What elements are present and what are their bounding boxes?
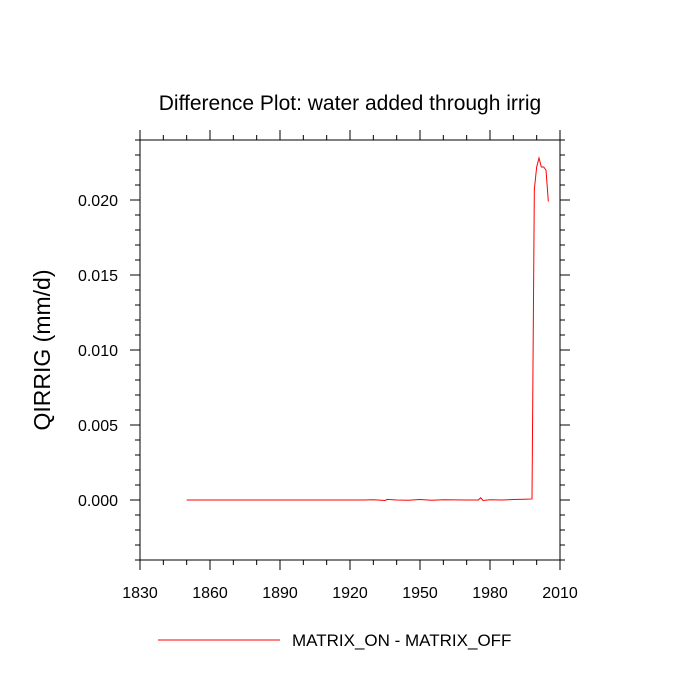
y-axis-label: QIRRIG (mm/d) (29, 270, 55, 431)
x-tick-label: 1890 (262, 585, 298, 602)
data-series (186, 156, 549, 501)
plot-frame (139, 139, 561, 561)
legend-label: MATRIX_ON - MATRIX_OFF (292, 631, 511, 650)
x-tick-label: 1860 (192, 585, 228, 602)
x-tick-label: 2010 (542, 585, 578, 602)
series-line (186, 156, 549, 501)
legend: MATRIX_ON - MATRIX_OFF (158, 631, 511, 650)
y-tick-label: 0.005 (78, 418, 118, 435)
y-tick-label: 0.010 (78, 343, 118, 360)
x-tick-label: 1980 (472, 585, 508, 602)
y-tick-label: 0.020 (78, 193, 118, 210)
x-tick-label: 1830 (122, 585, 158, 602)
chart-title: Difference Plot: water added through irr… (159, 92, 542, 115)
axis-ticks (130, 130, 570, 570)
tick-labels: 1830 1860 1890 1920 1950 1980 2010 0.000 0.005 0.… (78, 193, 578, 602)
x-tick-label: 1950 (402, 585, 438, 602)
y-tick-label: 0.015 (78, 268, 118, 285)
x-tick-label: 1920 (332, 585, 368, 602)
y-tick-label: 0.000 (78, 493, 118, 510)
